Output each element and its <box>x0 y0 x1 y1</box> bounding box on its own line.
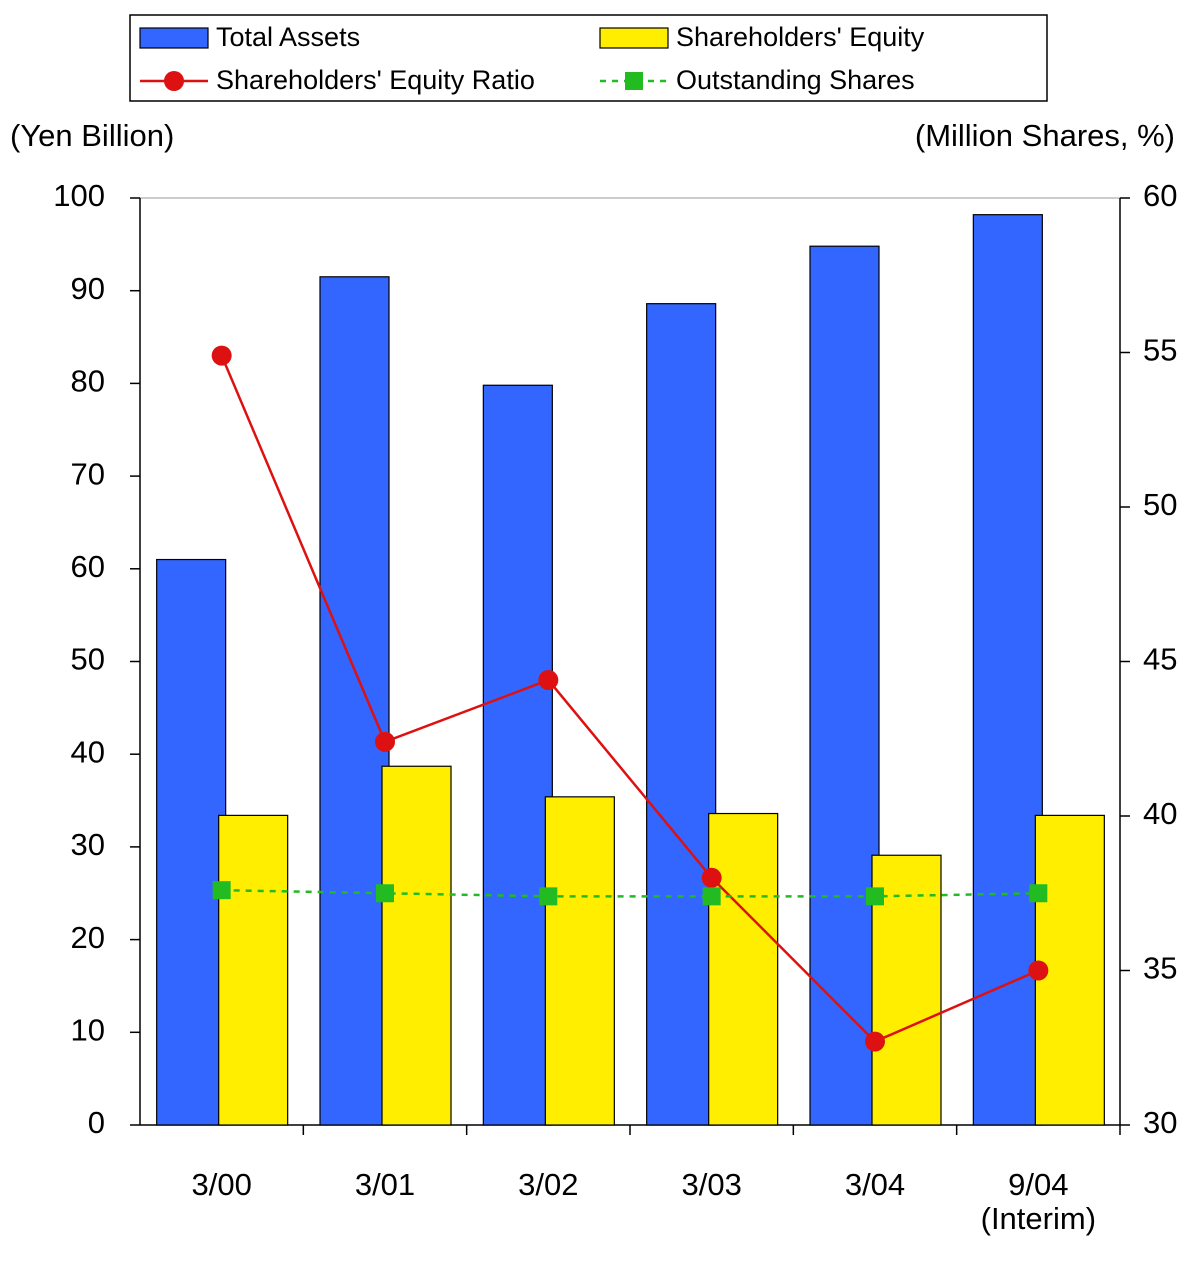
bar <box>319 276 390 1126</box>
x-tick-label: 3/04 <box>845 1167 905 1202</box>
bar <box>972 214 1043 1126</box>
marker <box>211 345 232 366</box>
y-axis-label: (Yen Billion) <box>10 118 174 153</box>
marker <box>376 884 394 903</box>
y-tick-label: 50 <box>71 642 105 677</box>
bar <box>482 384 553 1126</box>
y-tick-label: 0 <box>88 1105 105 1140</box>
marker <box>1029 884 1048 903</box>
y2-tick-label: 30 <box>1143 1105 1177 1140</box>
bar <box>544 796 615 1126</box>
marker <box>701 867 722 888</box>
y2-tick-label: 60 <box>1143 178 1177 213</box>
bar <box>218 814 289 1126</box>
y2-axis-label: (Million Shares, %) <box>915 118 1175 153</box>
y-tick-label: 100 <box>53 178 105 213</box>
legend-box <box>129 14 1048 102</box>
marker <box>538 670 559 691</box>
legend-label: Total Assets <box>216 22 360 52</box>
y2-tick-label: 35 <box>1143 951 1177 986</box>
marker <box>539 887 558 906</box>
marker <box>702 887 721 906</box>
x-tick-label: 3/03 <box>681 1167 741 1202</box>
line <box>221 888 1039 898</box>
y-tick-label: 30 <box>71 827 105 862</box>
x-tick-label: 9/04 (Interim) <box>981 1167 1096 1236</box>
marker <box>1028 960 1049 981</box>
marker <box>865 1031 885 1052</box>
y-tick-label: 10 <box>71 1012 105 1047</box>
legend-label: Shareholders' Equity <box>676 22 925 52</box>
y-tick-label: 40 <box>71 734 105 769</box>
y2-tick-label: 40 <box>1143 796 1177 831</box>
y-tick-label: 80 <box>71 364 105 399</box>
y-tick-label: 60 <box>71 549 105 584</box>
marker <box>212 881 231 900</box>
bar <box>809 245 880 1126</box>
legend-swatch <box>139 27 209 49</box>
y-tick-label: 90 <box>71 271 105 306</box>
x-tick-label: 3/00 <box>191 1167 251 1202</box>
marker <box>866 887 884 906</box>
line <box>220 355 1039 1044</box>
y2-tick-label: 50 <box>1143 487 1177 522</box>
legend-label: Outstanding Shares <box>676 65 915 95</box>
bar <box>156 558 227 1126</box>
legend-marker <box>164 71 184 91</box>
y-tick-label: 70 <box>71 456 105 491</box>
x-tick-label: 3/02 <box>518 1167 578 1202</box>
bar <box>708 812 779 1126</box>
legend-label: Shareholders' Equity Ratio <box>216 65 535 95</box>
bar <box>381 765 452 1126</box>
marker <box>375 731 395 752</box>
y-tick-label: 20 <box>71 920 105 955</box>
y2-tick-label: 45 <box>1143 642 1177 677</box>
legend-swatch <box>599 27 669 49</box>
x-tick-label: 3/01 <box>355 1167 415 1202</box>
bar <box>646 303 717 1126</box>
legend-marker <box>625 72 643 90</box>
y2-tick-label: 55 <box>1143 333 1177 368</box>
